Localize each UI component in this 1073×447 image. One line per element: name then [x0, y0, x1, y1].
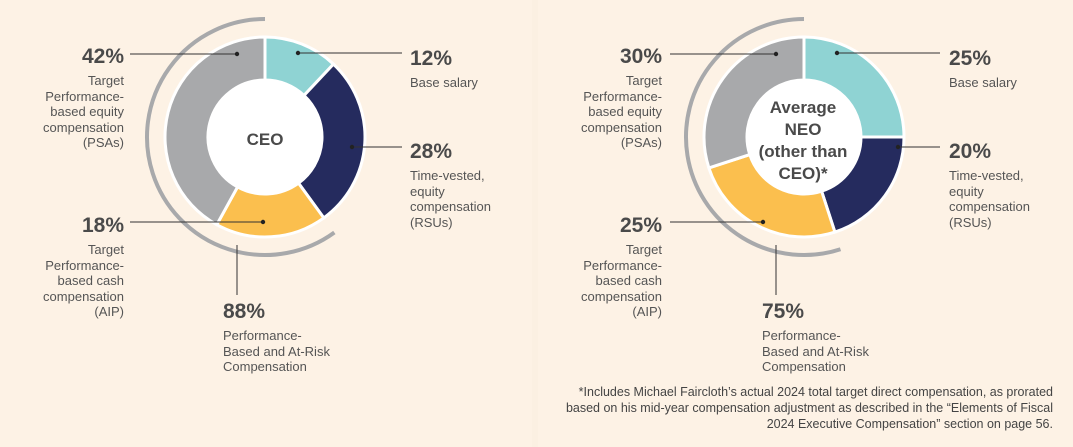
- ceo-at-risk-arc: [145, 17, 336, 257]
- neo-at-risk-arc: [684, 17, 842, 257]
- neo-donut-hole: [747, 80, 861, 194]
- neo-leader-dot-psas: [773, 51, 779, 57]
- neo-label-base-salary: 25% Base salary: [949, 47, 1017, 90]
- ceo-donut-hole: [208, 80, 322, 194]
- neo-leader-dot-base-salary: [834, 50, 840, 56]
- ceo-label-at-risk: 88% Performance- Based and At-Risk Compe…: [223, 300, 330, 374]
- ceo-label-base-salary: 12% Base salary: [410, 47, 478, 90]
- neo-label-aip: 25% Target Performance- based cash compe…: [581, 214, 662, 319]
- ceo-label-psas: 42% Target Performance- based equity com…: [43, 45, 124, 150]
- neo-label-rsus: 20% Time-vested, equity compensation (RS…: [949, 140, 1030, 230]
- neo-leader-dot-rsus: [895, 144, 901, 150]
- ceo-leader-dot-base-salary: [295, 50, 301, 56]
- ceo-label-aip: 18% Target Performance- based cash compe…: [43, 214, 124, 319]
- ceo-leader-dot-psas: [234, 51, 240, 57]
- neo-label-at-risk: 75% Performance- Based and At-Risk Compe…: [762, 300, 869, 374]
- ceo-center-title: CEO: [246, 130, 284, 149]
- ceo-leader-dot-aip: [260, 219, 266, 225]
- ceo-label-rsus: 28% Time-vested, equity compensation (RS…: [410, 140, 491, 230]
- footnote: *Includes Michael Faircloth’s actual 202…: [565, 385, 1053, 431]
- neo-label-psas: 30% Target Performance- based equity com…: [581, 45, 662, 150]
- neo-leader-dot-aip: [760, 219, 766, 225]
- ceo-leader-dot-rsus: [349, 144, 355, 150]
- neo-center-title: Average NEO (other than CEO)*: [758, 98, 848, 183]
